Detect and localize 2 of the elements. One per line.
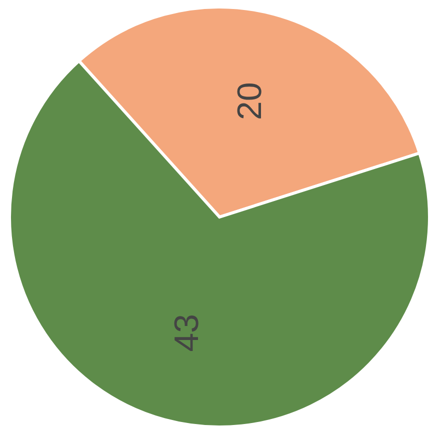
data-label: 43 [168, 314, 206, 352]
data-label: 20 [230, 82, 269, 120]
